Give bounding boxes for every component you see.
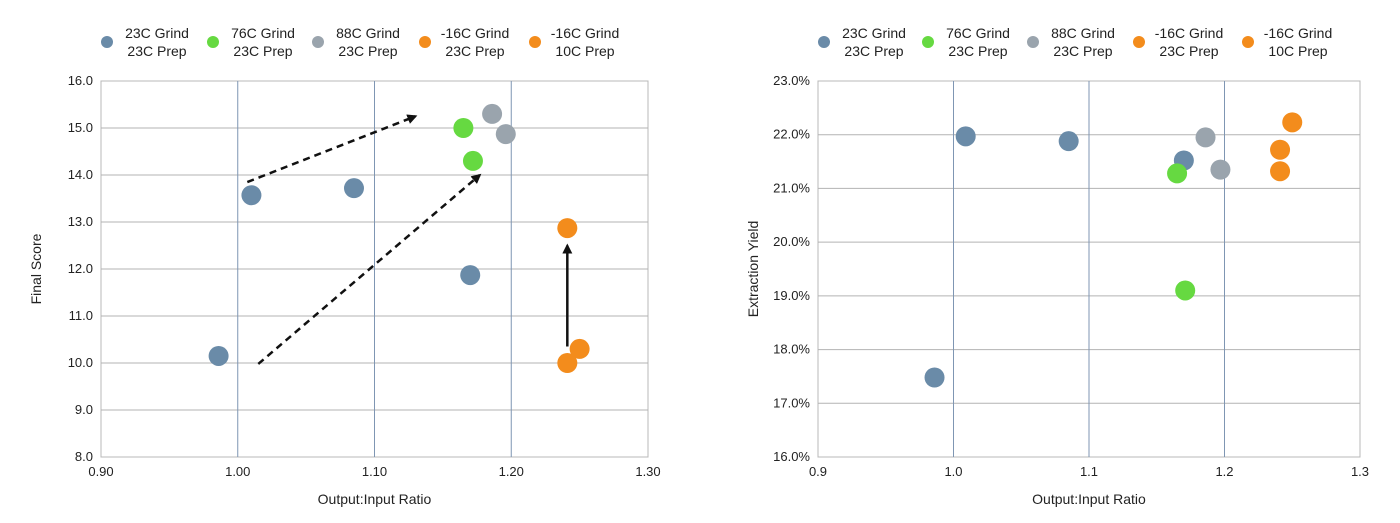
y-tick-label: 17.0% [773, 395, 810, 410]
data-point [569, 338, 590, 359]
legend-label: 23C Prep [1159, 43, 1218, 59]
y-tick-label: 21.0% [773, 180, 810, 195]
data-point [955, 126, 976, 147]
legend-label: 88C Grind [1051, 25, 1115, 41]
legend-marker [419, 36, 431, 48]
data-point [1175, 280, 1196, 301]
x-axis-title: Output:Input Ratio [1032, 491, 1146, 507]
y-tick-label: 22.0% [773, 127, 810, 142]
legend-marker [312, 36, 324, 48]
legend-label: 23C Grind [842, 25, 906, 41]
legend-marker [1133, 36, 1145, 48]
y-tick-label: 14.0 [68, 167, 93, 182]
data-point [557, 353, 578, 373]
x-tick-label: 0.9 [809, 464, 827, 479]
y-tick-label: 18.0% [773, 342, 810, 357]
x-tick-label: 1.10 [362, 464, 387, 479]
data-point [460, 265, 481, 286]
data-point [1270, 161, 1291, 182]
y-tick-label: 8.0 [75, 449, 93, 464]
data-point [557, 218, 578, 239]
legend-label: -16C Grind [1264, 25, 1332, 41]
x-tick-label: 1.1 [1080, 464, 1098, 479]
y-tick-label: 10.0 [68, 355, 93, 370]
dashed-arrow-annotation [257, 173, 482, 365]
x-tick-label: 0.90 [88, 464, 113, 479]
legend-marker [818, 36, 830, 48]
y-tick-label: 13.0 [68, 214, 93, 229]
legend-label: -16C Grind [1155, 25, 1223, 41]
x-axis-title: Output:Input Ratio [318, 491, 432, 507]
legend-label: 23C Prep [127, 43, 186, 59]
data-point [495, 124, 516, 145]
data-point [241, 185, 262, 206]
y-axis-title: Final Score [28, 233, 44, 304]
data-point [1270, 139, 1291, 160]
data-point [1058, 131, 1079, 152]
data-point [453, 118, 474, 138]
y-tick-label: 15.0 [68, 120, 93, 135]
y-tick-label: 16.0% [773, 449, 810, 464]
data-point [1210, 159, 1231, 180]
y-tick-label: 19.0% [773, 288, 810, 303]
data-point [462, 150, 483, 171]
y-tick-label: 23.0% [773, 73, 810, 88]
y-tick-label: 20.0% [773, 234, 810, 249]
legend-label: 23C Grind [125, 25, 189, 41]
legend-label: 76C Grind [231, 25, 295, 41]
y-tick-label: 16.0 [68, 73, 93, 88]
legend-label: 23C Prep [445, 43, 504, 59]
y-tick-label: 11.0 [69, 308, 93, 323]
legend-label: 10C Prep [1268, 43, 1327, 59]
data-point [1195, 127, 1216, 148]
x-tick-label: 1.2 [1215, 464, 1233, 479]
legend-label: 23C Prep [844, 43, 903, 59]
extraction-yield-chart: 16.0% 17.0% 18.0% 19.0% 20.0% 21.0% 22.0% 23.0%… [745, 25, 1369, 507]
legend-label: 23C Prep [1053, 43, 1112, 59]
x-tick-label: 1.30 [635, 464, 660, 479]
legend-marker [1242, 36, 1254, 48]
legend-label: -16C Grind [441, 25, 509, 41]
y-tick-label: 9.0 [75, 402, 93, 417]
data-point [208, 345, 229, 366]
y-axis-title: Extraction Yield [745, 221, 761, 318]
x-tick-label: 1.3 [1351, 464, 1369, 479]
legend-label: -16C Grind [551, 25, 619, 41]
x-tick-label: 1.0 [944, 464, 962, 479]
legend-label: 10C Prep [555, 43, 614, 59]
legend-marker [1027, 36, 1039, 48]
data-point [343, 178, 364, 199]
data-point [1282, 112, 1303, 133]
data-point [924, 367, 945, 388]
dashed-arrow-annotation [246, 114, 418, 184]
final-score-chart: 8.0 9.0 10.0 11.0 12.0 13.0 14.0 15.0 16.0 0.90 1.… [28, 25, 661, 507]
data-point [1167, 163, 1188, 184]
legend-label: 23C Prep [338, 43, 397, 59]
x-tick-label: 1.20 [499, 464, 524, 479]
legend-label: 88C Grind [336, 25, 400, 41]
legend-marker [101, 36, 113, 48]
legend-label: 23C Prep [948, 43, 1007, 59]
y-tick-label: 12.0 [68, 261, 93, 276]
legend-marker [207, 36, 219, 48]
legend-marker [529, 36, 541, 48]
legend-marker [922, 36, 934, 48]
legend-label: 76C Grind [946, 25, 1010, 41]
legend-label: 23C Prep [233, 43, 292, 59]
data-point [482, 103, 503, 124]
x-tick-label: 1.00 [225, 464, 250, 479]
